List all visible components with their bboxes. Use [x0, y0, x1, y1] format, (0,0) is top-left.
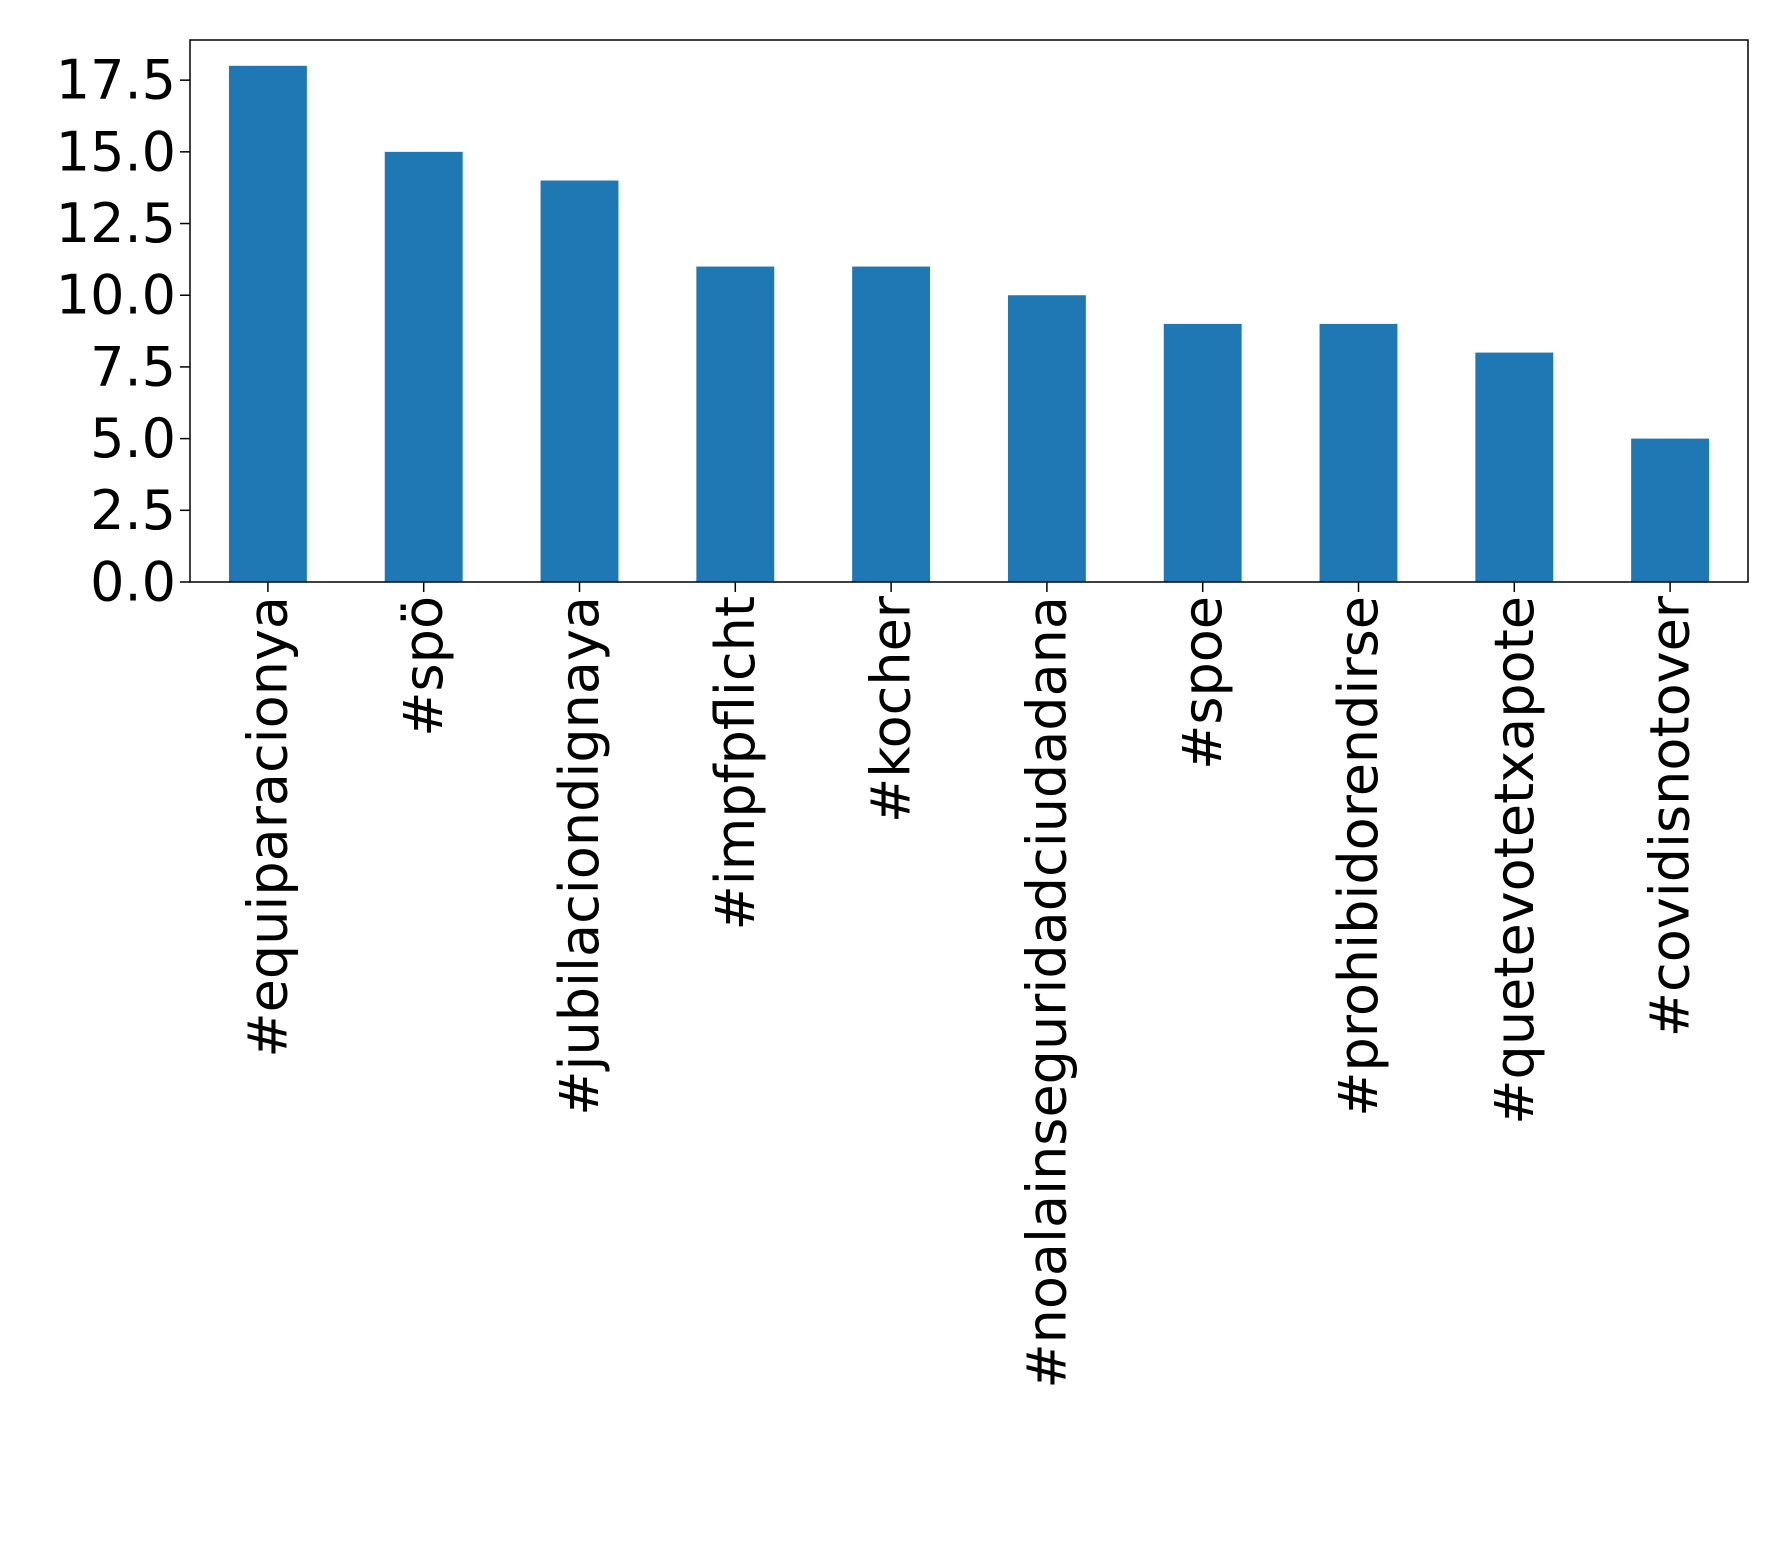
bar: [1163, 323, 1242, 582]
bar: [384, 151, 463, 582]
bar: [1631, 438, 1710, 582]
x-tick-label: #equiparacionya: [236, 596, 299, 1058]
y-tick-label: 10.0: [56, 264, 176, 327]
plot-frame: [189, 39, 1749, 583]
bar: [540, 180, 619, 582]
y-axis: 0.0 2.5 5.0 7.5 10.0 12.5 15.0 17.5: [56, 49, 190, 614]
bar: [696, 266, 775, 582]
bar: [1475, 352, 1554, 582]
bar: [1007, 295, 1086, 582]
y-tick-label: 15.0: [56, 120, 176, 183]
x-tick-label: #noalainseguridadciudadana: [1015, 596, 1078, 1389]
x-tick-label: #prohibidorendirse: [1327, 596, 1390, 1117]
bar: [852, 266, 931, 582]
x-axis: #equiparacionya #spö #jubilaciondignaya #im…: [236, 582, 1702, 1389]
x-tick-label: #quetevotetxapote: [1483, 596, 1546, 1125]
x-tick-label: #kocher: [860, 595, 923, 823]
y-tick-label: 2.5: [90, 479, 176, 542]
x-tick-label: #covidisnotover: [1639, 595, 1702, 1037]
bars-layer: [228, 65, 1710, 582]
y-tick-label: 7.5: [90, 335, 176, 398]
bar: [1319, 323, 1398, 582]
y-tick-label: 0.0: [90, 551, 176, 614]
x-tick-label: #impfpflicht: [704, 596, 767, 931]
y-tick-label: 17.5: [56, 49, 176, 112]
y-tick-label: 12.5: [56, 192, 176, 255]
bar: [228, 65, 307, 582]
x-tick-label: #spoe: [1171, 596, 1234, 770]
x-tick-label: #jubilaciondignaya: [548, 596, 611, 1116]
y-tick-label: 5.0: [90, 407, 176, 470]
x-tick-label: #spö: [392, 596, 455, 737]
